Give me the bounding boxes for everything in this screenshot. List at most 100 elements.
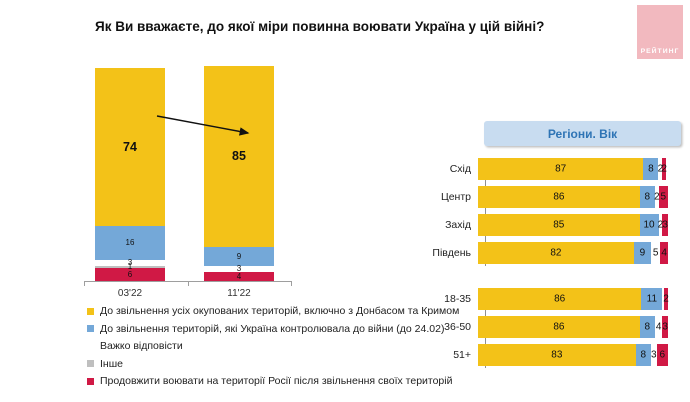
axis-tick: [291, 282, 292, 286]
stacked-bar: 86 11 2: [478, 288, 669, 310]
bar-segment: 3: [662, 214, 668, 236]
trend-bar: 74 16 3 1 6: [95, 68, 165, 281]
segment-value: 5: [660, 191, 667, 203]
bar-segment: 2: [661, 158, 667, 180]
stacked-bar: 87 8 2 2: [478, 158, 668, 180]
rating-logo-text: РЕЙТИНГ: [640, 48, 680, 55]
row-label: 51+: [453, 349, 471, 361]
bar-segment: 9: [204, 246, 274, 267]
legend-label: До звільнення територій, які Україна кон…: [100, 322, 445, 335]
segment-value: 2: [657, 219, 664, 231]
axis-tick: [84, 282, 85, 286]
bar-segment: 16: [95, 225, 165, 260]
segment-value: 1: [127, 262, 133, 272]
bar-segment: 86: [478, 288, 642, 310]
segment-value: 4: [236, 271, 242, 281]
bar-segment: 86: [478, 186, 640, 208]
segment-value: 3: [650, 349, 657, 361]
bar-segment: 3: [662, 316, 668, 338]
segment-value: 86: [553, 321, 565, 333]
segment-value: 2: [653, 191, 660, 203]
bar-segment: [662, 288, 665, 310]
bar-segment: 9: [633, 242, 651, 264]
segment-value: 86: [553, 191, 565, 203]
breakdown-group-regions: Схід 87 8 2 2 Центр 86 8 2 5 Захід 85 10 2 3 Південь 82 9…: [405, 158, 690, 266]
breakdown-row: Захід 85 10 2 3: [405, 214, 690, 236]
legend-item: Продовжити воювати на території Росії пі…: [87, 375, 487, 388]
segment-value: 3: [127, 257, 133, 267]
legend-label: Інше: [100, 357, 123, 370]
bar-segment: 2: [663, 288, 669, 310]
bar-segment: 8: [639, 316, 655, 338]
bar-segment: 74: [95, 68, 165, 226]
breakdown-row: Схід 87 8 2 2: [405, 158, 690, 180]
stacked-bar: 86 8 2 5: [478, 186, 669, 208]
bar-segment: 4: [654, 316, 663, 338]
segment-value: 82: [550, 247, 562, 259]
segment-value: 3: [662, 321, 668, 333]
bar-segment: 5: [658, 186, 669, 208]
segment-value: 2: [663, 293, 669, 305]
bar-segment: 86: [478, 316, 640, 338]
bar-segment: 4: [660, 242, 668, 264]
legend-item: До звільнення усіх окупованих територій,…: [87, 305, 487, 318]
trend-bar: 85 9 3 4: [204, 65, 274, 281]
segment-value: 9: [639, 247, 646, 259]
segment-value: 2: [657, 163, 664, 175]
legend-swatch: [87, 325, 94, 333]
legend-item: Інше: [87, 358, 487, 371]
row-label: 36-50: [444, 321, 471, 333]
stacked-bar: 83 8 3 6: [478, 344, 668, 366]
segment-value: 86: [554, 293, 566, 305]
bar-segment: 8: [635, 344, 651, 366]
x-axis-line: [84, 281, 292, 282]
legend-swatch: [87, 307, 94, 315]
bar-segment: 6: [656, 344, 668, 366]
bar-segment: 5: [650, 242, 661, 264]
breakdown-panel-title: Регіони. Вік: [547, 126, 618, 141]
bar-segment: 83: [478, 344, 636, 366]
bar-segment: 8: [639, 186, 655, 208]
legend-swatch: [87, 377, 94, 385]
axis-line: [485, 158, 486, 266]
breakdown-row: Центр 86 8 2 5: [405, 186, 690, 208]
category-label: 11'22: [227, 288, 251, 299]
bar-segment: 3: [204, 264, 274, 274]
segment-value: 10: [643, 219, 655, 231]
bar-segment: 3: [95, 257, 165, 267]
segment-value: 6: [127, 269, 133, 279]
segment-value: 3: [236, 264, 242, 274]
bar-segment: 8: [643, 158, 659, 180]
segment-value: 8: [640, 349, 647, 361]
legend-label: Продовжити воювати на території Росії пі…: [100, 375, 453, 388]
segment-value: 8: [644, 321, 651, 333]
page-title: Як Ви вважаєте, до якої міри повинна вою…: [95, 19, 545, 34]
row-label: Схід: [449, 163, 471, 175]
legend-label: До звільнення усіх окупованих територій,…: [100, 305, 460, 317]
category-label: 03'22: [117, 288, 143, 299]
bar-segment: 82: [478, 242, 634, 264]
trend-chart: 74 16 3 1 6 85 9 3 4 03'22 11'22: [84, 65, 292, 308]
segment-value: 85: [553, 219, 565, 231]
rating-logo: РЕЙТИНГ: [637, 5, 683, 59]
segment-value: 74: [123, 139, 137, 154]
legend-item: До звільнення територій, які Україна кон…: [87, 323, 487, 336]
legend: До звільнення усіх окупованих територій,…: [87, 305, 487, 393]
segment-value: 6: [659, 349, 666, 361]
breakdown-row: 18-35 86 11 2: [405, 288, 690, 310]
bar-segment: 85: [478, 214, 640, 236]
segment-value: 4: [661, 247, 667, 259]
stacked-bar: 86 8 4 3: [478, 316, 668, 338]
bar-segment: 10: [639, 214, 659, 236]
segment-value: 4: [655, 321, 662, 333]
bar-segment: 2: [653, 186, 660, 208]
row-label: 18-35: [444, 293, 471, 305]
segment-value: 16: [125, 237, 135, 247]
stacked-bar: 85 10 2 3: [478, 214, 668, 236]
segment-value: 3: [662, 219, 668, 231]
segment-value: 9: [236, 251, 242, 261]
segment-value: 83: [551, 349, 563, 361]
segment-value: 8: [644, 191, 651, 203]
breakdown-panel-header: Регіони. Вік: [484, 121, 681, 146]
